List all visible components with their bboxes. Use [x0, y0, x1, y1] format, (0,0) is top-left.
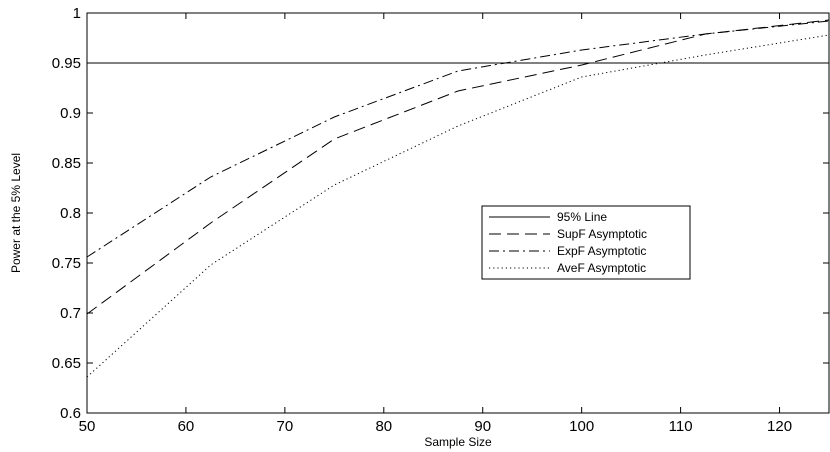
legend: 95% Line SupF Asymptotic ExpF Asymptotic Av…: [481, 205, 691, 280]
tick-marks: [86, 12, 829, 414]
x-tick-label: 50: [79, 418, 96, 435]
legend-box: [481, 205, 691, 280]
series-line-expf-asymptotic: [86, 20, 830, 258]
legend-label: AveF Asymptotic: [557, 261, 646, 275]
y-tick-label: 0.9: [60, 105, 81, 122]
y-tick-label: 0.8: [60, 205, 81, 222]
legend-label: 95% Line: [557, 210, 607, 224]
y-tick-label: 0.7: [60, 305, 81, 322]
y-tick-label: 0.65: [52, 355, 81, 372]
x-tick-label: 90: [474, 418, 491, 435]
y-tick-label: 0.6: [60, 405, 81, 422]
x-tick-label: 70: [277, 418, 294, 435]
x-tick-label: 110: [669, 418, 693, 435]
y-tick-label: 1: [73, 5, 81, 22]
x-axis-label: Sample Size: [424, 435, 492, 449]
x-tick-label: 80: [375, 418, 392, 435]
y-tick-labels: 0.6 0.65 0.7 0.75 0.8 0.85 0.9 0.95 1: [52, 5, 81, 422]
x-tick-labels: 50 60 70 80 90 100 110 120: [79, 418, 792, 435]
y-tick-label: 0.95: [52, 55, 81, 72]
y-tick-label: 0.85: [52, 155, 81, 172]
legend-label: ExpF Asymptotic: [557, 244, 646, 258]
legend-label: SupF Asymptotic: [557, 227, 647, 241]
x-tick-label: 60: [178, 418, 195, 435]
series-layer: [86, 19, 830, 378]
x-tick-label: 120: [767, 418, 792, 435]
y-axis-label: Power at the 5% Level: [9, 153, 23, 273]
x-tick-label: 100: [569, 418, 594, 435]
plot-area: [86, 12, 830, 414]
y-tick-label: 0.75: [52, 255, 81, 272]
